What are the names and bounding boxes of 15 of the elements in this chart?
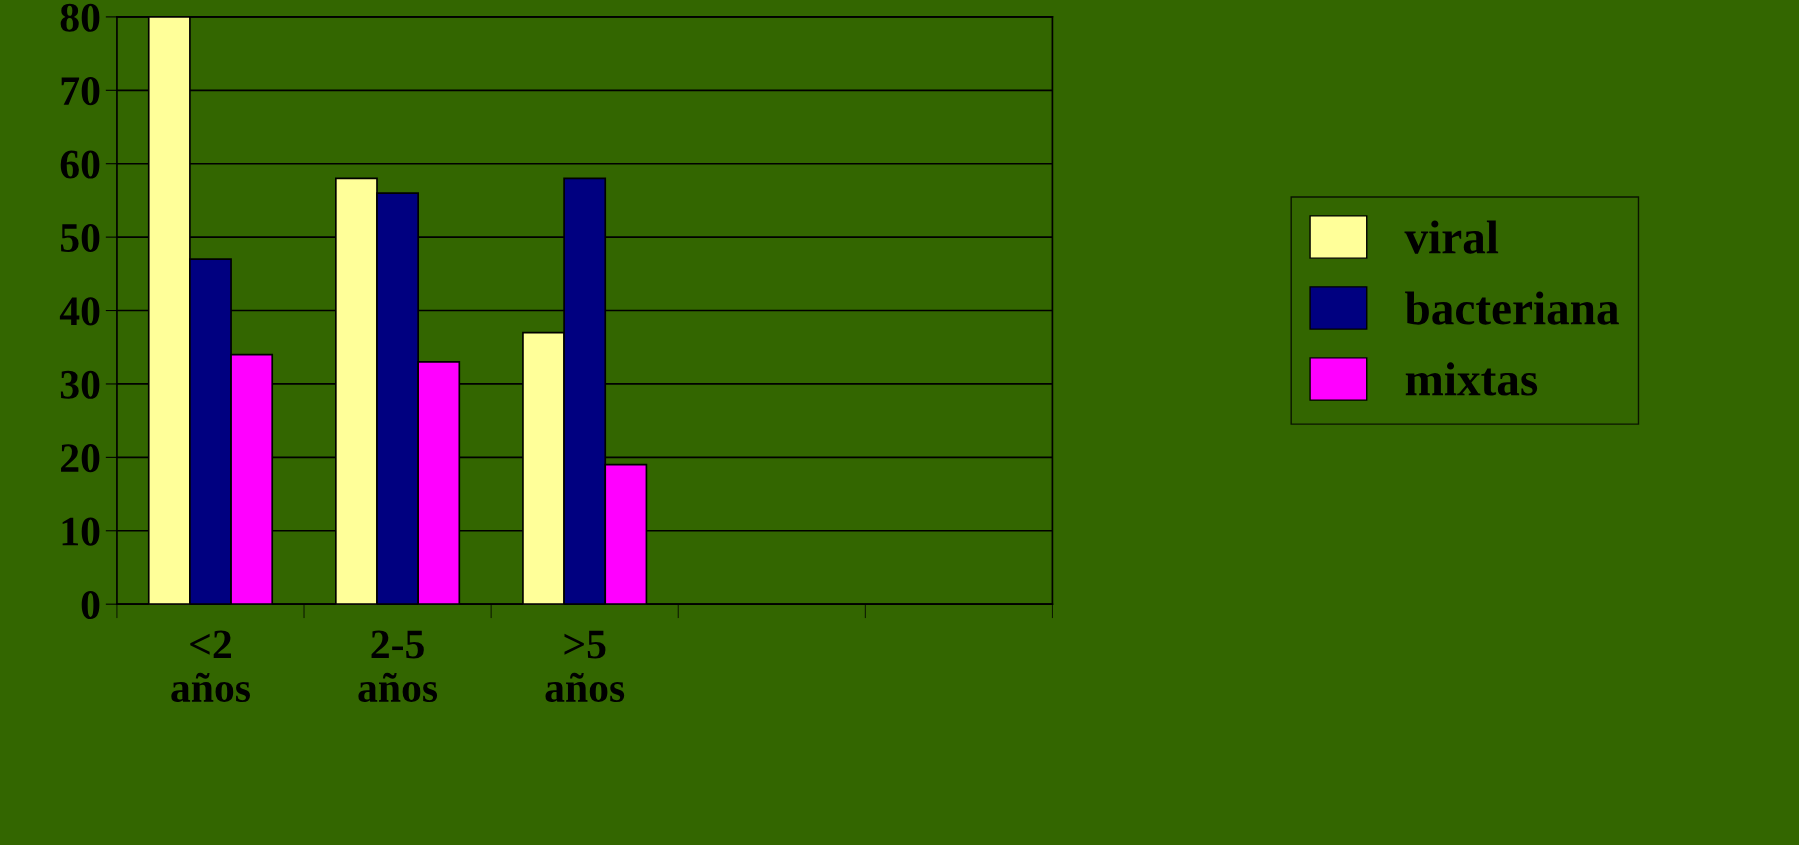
y-tick-label: 20 (61, 444, 100, 473)
y-tick-label: 10 (62, 517, 100, 546)
legend-label: viral (1404, 220, 1499, 254)
y-tick-label: 40 (59, 297, 100, 326)
y-tick-label: 60 (60, 150, 100, 179)
y-tick-label: 30 (60, 370, 100, 399)
x-tick-label: >5 años (545, 630, 625, 703)
legend-label: bacteriana (1405, 291, 1619, 325)
x-tick-label: 2-5 años (358, 630, 438, 703)
legend-label: mixtas (1405, 362, 1538, 396)
x-tick-label: <2 años (171, 630, 250, 703)
y-tick-label: 50 (60, 223, 100, 252)
y-tick-label: 0 (81, 590, 100, 620)
y-tick-label: 70 (61, 77, 100, 106)
y-tick-label: 80 (60, 3, 100, 32)
